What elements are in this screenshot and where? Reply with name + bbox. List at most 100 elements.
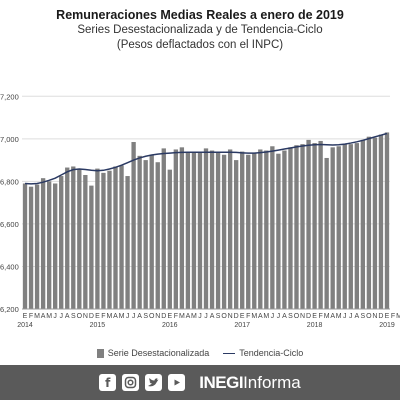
bar	[95, 168, 100, 309]
month-label: M	[46, 313, 52, 320]
month-label: F	[391, 313, 395, 320]
month-label: D	[161, 313, 166, 320]
month-label: O	[149, 313, 155, 320]
bar	[46, 181, 52, 309]
month-label: E	[167, 313, 172, 320]
month-label: E	[240, 313, 245, 320]
social-icons: f	[99, 374, 186, 391]
month-label: A	[210, 313, 215, 320]
bar	[372, 137, 378, 309]
bar	[149, 154, 154, 309]
month-label: O	[366, 313, 372, 320]
month-label: O	[221, 313, 227, 320]
bar	[246, 154, 251, 309]
legend-item-line: Tendencia-Ciclo	[223, 348, 303, 358]
year-label: 2016	[162, 322, 178, 329]
bar	[107, 170, 112, 309]
bar	[215, 151, 221, 309]
month-label: S	[143, 313, 148, 320]
bar	[191, 151, 197, 309]
month-label: N	[155, 313, 160, 320]
month-label: A	[282, 313, 287, 320]
legend-bar-label: Serie Desestacionalizada	[107, 348, 210, 358]
bar	[28, 186, 34, 309]
bar	[65, 167, 70, 309]
month-label: J	[132, 313, 136, 320]
youtube-icon[interactable]	[168, 374, 186, 391]
bar	[258, 149, 263, 309]
bar	[113, 166, 118, 309]
month-label: J	[204, 313, 208, 320]
chart-title: Remuneraciones Medias Reales a enero de …	[56, 8, 344, 22]
instagram-icon[interactable]	[122, 374, 140, 391]
brand-light-text: Informa	[243, 372, 301, 392]
bar	[119, 165, 124, 309]
month-label: S	[71, 313, 76, 320]
month-label: M	[336, 313, 342, 320]
month-label: N	[300, 313, 305, 320]
y-tick-label: 6,600	[0, 220, 19, 229]
inegi-informa-logo: INEGI Informa	[199, 373, 300, 393]
bar	[240, 151, 245, 309]
bar	[384, 132, 390, 309]
brand-strong-text: INEGI	[199, 372, 244, 392]
bar	[125, 176, 130, 309]
month-label: F	[174, 313, 178, 320]
twitter-icon[interactable]	[145, 374, 163, 391]
bar	[252, 152, 257, 309]
month-label: A	[186, 313, 191, 320]
bar	[264, 150, 269, 309]
month-label: M	[179, 313, 185, 320]
month-label: M	[251, 313, 257, 320]
month-label: M	[119, 313, 125, 320]
month-label: F	[101, 313, 105, 320]
month-label: D	[234, 313, 239, 320]
month-label: J	[59, 313, 63, 320]
month-label: M	[191, 313, 197, 320]
month-label: E	[385, 313, 390, 320]
bar	[330, 147, 335, 309]
month-label: A	[41, 313, 46, 320]
bar	[227, 149, 233, 309]
legend-item-bar: Serie Desestacionalizada	[96, 348, 210, 358]
bar	[378, 134, 384, 309]
month-label: A	[354, 313, 359, 320]
bar	[185, 151, 191, 309]
bar	[155, 162, 160, 309]
month-label: M	[396, 313, 400, 320]
bar	[179, 147, 185, 309]
month-label: D	[306, 313, 311, 320]
bar	[360, 139, 366, 309]
y-tick-label: 6,200	[0, 305, 19, 314]
bar	[209, 150, 215, 309]
y-tick-label: 6,800	[0, 177, 19, 186]
month-label: E	[23, 313, 28, 320]
month-label: A	[137, 313, 142, 320]
month-label: S	[361, 313, 366, 320]
y-tick-label: 7,000	[0, 135, 19, 144]
month-label: E	[95, 313, 100, 320]
month-label: J	[198, 313, 202, 320]
month-label: J	[271, 313, 275, 320]
bar	[34, 184, 40, 309]
month-label: O	[294, 313, 300, 320]
month-label: J	[126, 313, 130, 320]
bar	[101, 172, 106, 309]
month-label: A	[65, 313, 70, 320]
bar	[59, 176, 64, 309]
bar	[197, 152, 203, 309]
month-label: D	[89, 313, 94, 320]
month-label: M	[107, 313, 113, 320]
bar	[312, 143, 317, 309]
facebook-icon[interactable]: f	[99, 374, 117, 391]
month-label: E	[312, 313, 317, 320]
bar	[161, 148, 166, 309]
bar	[203, 148, 209, 309]
month-label: N	[228, 313, 233, 320]
footer-bar: f INEGI Informa	[0, 365, 400, 400]
month-label: M	[324, 313, 330, 320]
chart-legend: Serie Desestacionalizada Tendencia-Ciclo	[0, 348, 400, 358]
month-label: S	[288, 313, 293, 320]
month-label: J	[277, 313, 281, 320]
